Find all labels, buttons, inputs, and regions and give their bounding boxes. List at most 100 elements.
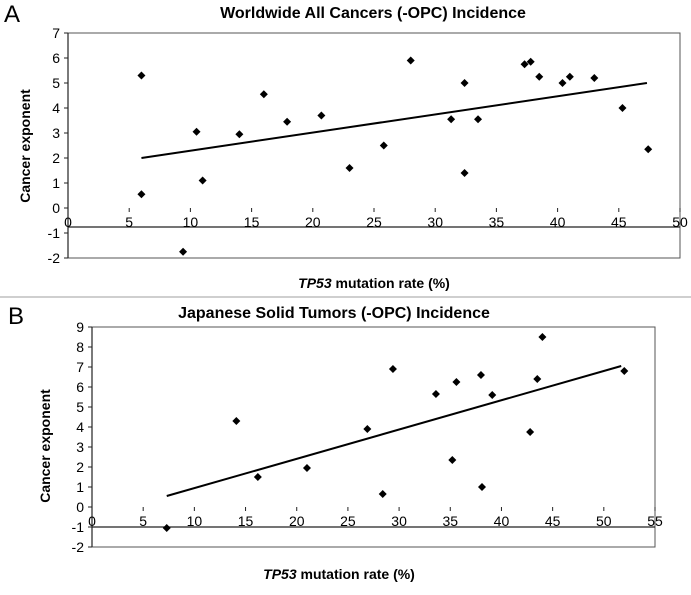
data-point [533, 375, 542, 383]
trendline [141, 82, 648, 159]
y-tick-label: 4 [52, 100, 60, 116]
x-tick-label: 15 [238, 513, 254, 529]
data-point [253, 473, 262, 481]
chart-b-svg: B Japanese Solid Tumors (-OPC) Incidence… [8, 303, 663, 582]
panel-label: B [8, 303, 24, 330]
data-point [363, 425, 372, 433]
x-axis-label-italic: TP53 [298, 275, 332, 291]
y-tick-label: 8 [76, 339, 84, 355]
y-tick-label: 6 [76, 379, 84, 395]
y-tick-label: 5 [52, 75, 60, 91]
data-point [478, 483, 487, 491]
y-axis-label: Cancer exponent [37, 389, 53, 503]
x-tick-label: 15 [244, 214, 260, 230]
data-point [447, 115, 456, 124]
data-point [476, 371, 485, 379]
x-axis-label-italic: TP53 [263, 566, 297, 582]
x-tick-label: 20 [289, 513, 305, 529]
y-tick-label: 5 [76, 399, 84, 415]
y-tick-label: 0 [76, 499, 84, 515]
x-tick-label: 10 [183, 214, 199, 230]
x-axis-label-rest: mutation rate (%) [297, 566, 415, 582]
y-tick-label: 3 [52, 125, 60, 141]
x-tick-label: 0 [88, 513, 96, 529]
points [162, 333, 629, 532]
x-tick-label: 5 [125, 214, 133, 230]
y-tick-label: 0 [52, 200, 60, 216]
data-point [538, 333, 547, 341]
panel-label: A [4, 1, 20, 28]
data-point [590, 74, 599, 82]
y-tick-label: -2 [48, 250, 61, 266]
x-tick-label: 50 [672, 214, 688, 230]
y-tick-label: 7 [76, 359, 84, 375]
x-tick-label: 10 [187, 513, 203, 529]
data-point [379, 141, 388, 150]
data-point [232, 417, 241, 425]
points [137, 56, 653, 256]
chart-title: Worldwide All Cancers (-OPC) Incidence [220, 5, 526, 22]
data-point [192, 127, 201, 136]
y-tick-label: 1 [52, 175, 60, 191]
data-point [452, 378, 461, 386]
x-tick-label: 30 [391, 513, 407, 529]
x-axis-label: TP53 mutation rate (%) [263, 566, 415, 582]
panel-divider [0, 296, 691, 298]
y-axis-label: Cancer exponent [17, 89, 33, 203]
data-point [558, 79, 567, 87]
data-point [378, 490, 387, 498]
data-point [283, 117, 292, 126]
data-point [179, 247, 188, 256]
data-point [644, 145, 653, 154]
y-tick-label: 1 [76, 479, 84, 495]
y-tick-label: -1 [72, 519, 85, 535]
data-point [162, 524, 171, 532]
data-point [526, 428, 535, 436]
data-point [431, 390, 440, 398]
y-tick-label: 6 [52, 50, 60, 66]
data-point [137, 71, 146, 80]
x-axis-label: TP53 mutation rate (%) [298, 275, 450, 291]
y-tick-label: 7 [52, 25, 60, 41]
x-axis-label-rest: mutation rate (%) [332, 275, 450, 291]
data-point [535, 72, 544, 81]
y-tick-label: 3 [76, 439, 84, 455]
data-point [198, 176, 207, 185]
data-point [520, 60, 529, 69]
chart-panel-a: A Worldwide All Cancers (-OPC) Incidence… [0, 0, 691, 296]
x-tick-label: 30 [427, 214, 443, 230]
y-ticks: -2 -1 0 1 2 3 4 5 6 7 8 9 [72, 319, 92, 555]
chart-title: Japanese Solid Tumors (-OPC) Incidence [178, 305, 490, 322]
y-tick-label: -2 [72, 539, 85, 555]
y-tick-label: 4 [76, 419, 84, 435]
data-point [526, 57, 535, 66]
x-ticks: 0 5 10 15 20 25 30 35 40 45 50 55 [88, 507, 663, 529]
data-point [388, 365, 397, 373]
data-point [317, 111, 326, 120]
data-point [474, 115, 483, 124]
x-tick-label: 25 [366, 214, 382, 230]
data-point [259, 90, 268, 99]
data-point [460, 169, 469, 177]
x-ticks: 0 5 10 15 20 25 30 35 40 45 50 [64, 208, 688, 230]
chart-a-svg: A Worldwide All Cancers (-OPC) Incidence… [4, 1, 688, 291]
x-tick-label: 25 [340, 513, 356, 529]
x-tick-label: 0 [64, 214, 72, 230]
data-point [460, 79, 469, 87]
x-tick-label: 35 [489, 214, 505, 230]
y-tick-label: 2 [76, 459, 84, 475]
data-point [137, 190, 146, 199]
x-tick-label: 5 [139, 513, 147, 529]
x-tick-label: 40 [494, 513, 510, 529]
data-point [235, 130, 244, 139]
data-point [302, 464, 311, 472]
x-tick-label: 50 [596, 513, 612, 529]
x-tick-label: 20 [305, 214, 321, 230]
chart-panel-b: B Japanese Solid Tumors (-OPC) Incidence… [0, 300, 691, 590]
x-tick-label: 40 [550, 214, 566, 230]
data-point [565, 72, 574, 81]
y-ticks: -2 -1 0 1 2 3 4 5 6 7 [48, 25, 68, 266]
y-tick-label: -1 [48, 225, 61, 241]
x-tick-label: 55 [647, 513, 663, 529]
x-tick-label: 35 [442, 513, 458, 529]
